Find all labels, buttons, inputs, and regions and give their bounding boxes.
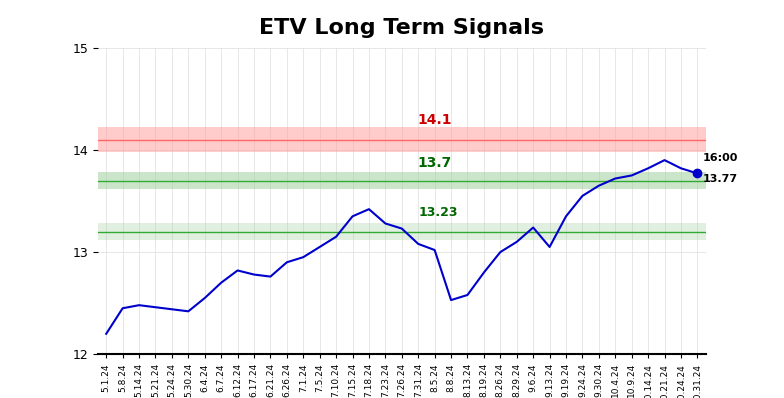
Text: 13.7: 13.7 <box>418 156 452 170</box>
Title: ETV Long Term Signals: ETV Long Term Signals <box>260 18 544 38</box>
Bar <box>98 127 706 152</box>
Text: 13.77: 13.77 <box>702 174 738 183</box>
Text: 13.23: 13.23 <box>418 206 458 219</box>
Bar <box>98 172 706 189</box>
Bar <box>98 223 706 240</box>
Text: 14.1: 14.1 <box>417 113 452 127</box>
Text: 16:00: 16:00 <box>702 153 738 163</box>
